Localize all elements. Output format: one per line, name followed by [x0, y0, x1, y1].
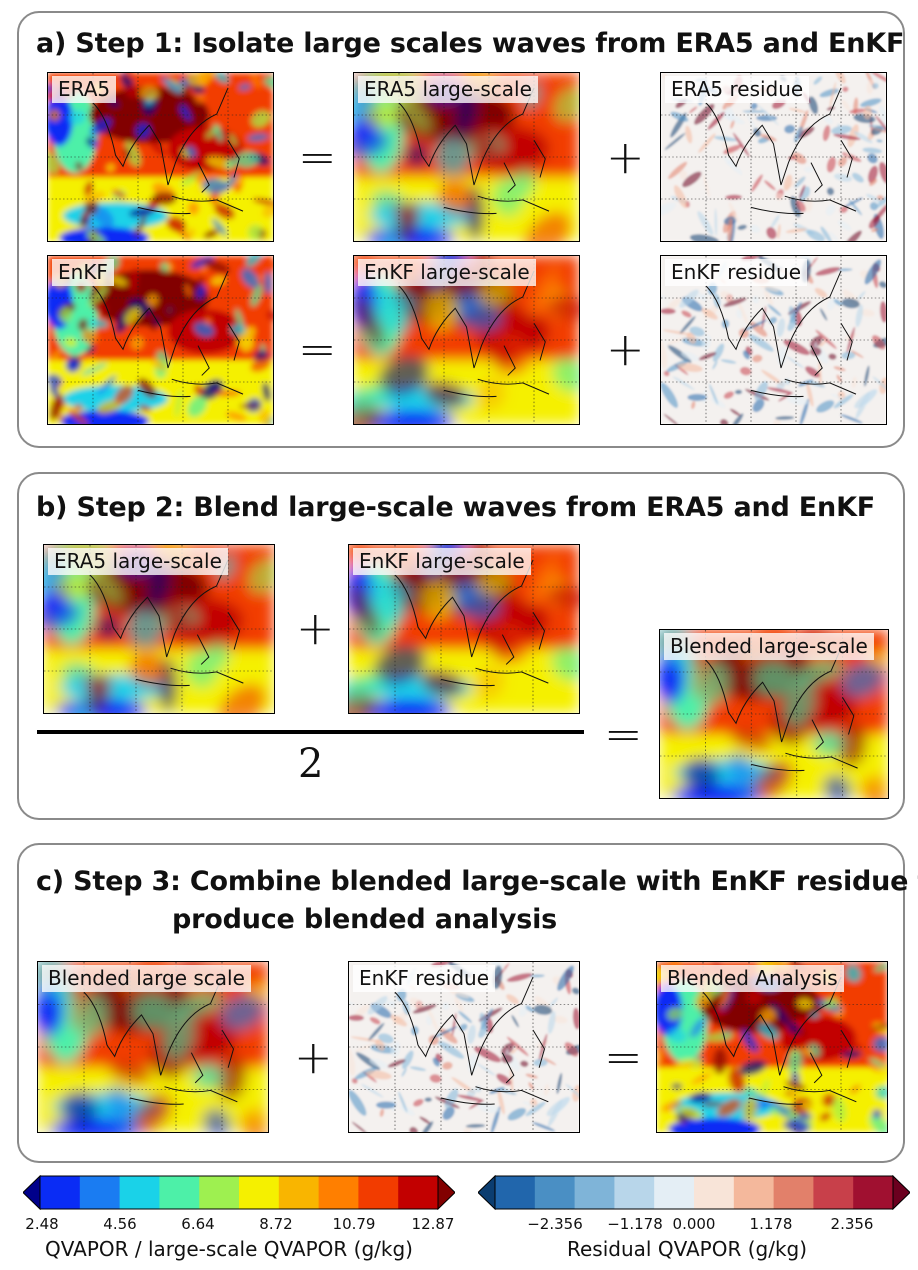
- map-label: EnKF large-scale: [358, 259, 536, 286]
- panel-step1-title: a) Step 1: Isolate large scales waves fr…: [36, 28, 905, 59]
- map-blended-large-scale-c: Blended large scale: [37, 961, 269, 1133]
- colorbar-residual-tick: 2.356: [830, 1215, 874, 1233]
- colorbar-residual-tick: −1.178: [607, 1215, 663, 1233]
- plus-sign: +: [296, 601, 335, 655]
- map-field: [48, 73, 273, 241]
- map-enkf-residue: EnKF residue: [660, 255, 887, 425]
- colorbar-qvapor: [22, 1174, 456, 1211]
- equals-sign: =: [298, 322, 337, 376]
- map-label: Blended large-scale: [664, 633, 874, 660]
- equals-sign: =: [604, 1030, 643, 1084]
- colorbar-qvapor-label: QVAPOR / large-scale QVAPOR (g/kg): [45, 1237, 413, 1261]
- map-era5-residue: ERA5 residue: [660, 72, 887, 242]
- map-blended-analysis: Blended Analysis: [656, 961, 888, 1133]
- map-era5-large-scale-b: ERA5 large-scale: [43, 544, 275, 714]
- map-label: EnKF residue: [665, 259, 808, 286]
- colorbar-residual: [477, 1174, 911, 1211]
- map-label: ERA5 residue: [665, 76, 810, 103]
- map-enkf-large-scale: EnKF large-scale: [353, 255, 580, 425]
- map-era5-large-scale: ERA5 large-scale: [353, 72, 580, 242]
- plus-sign: +: [606, 130, 645, 184]
- colorbar-residual-tick: 1.178: [749, 1215, 793, 1233]
- equals-sign: =: [298, 130, 337, 184]
- colorbar-body: [22, 1174, 456, 1211]
- panel-step3-title-line2: produce blended analysis: [172, 904, 558, 935]
- map-enkf-residue-c: EnKF residue: [348, 961, 580, 1133]
- colorbar-residual-tick: 0.000: [672, 1215, 716, 1233]
- map-label: ERA5 large-scale: [48, 548, 228, 575]
- plus-sign: +: [606, 322, 645, 376]
- colorbar-qvapor-tick: 12.87: [411, 1215, 455, 1233]
- denominator-two: 2: [298, 741, 324, 787]
- colorbar-qvapor-tick: 4.56: [103, 1215, 137, 1233]
- map-label: EnKF large-scale: [353, 548, 531, 575]
- map-label: Blended large scale: [42, 965, 251, 992]
- map-field: [44, 545, 274, 713]
- map-era5: ERA5: [47, 72, 274, 242]
- map-enkf-large-scale-b: EnKF large-scale: [348, 544, 580, 714]
- panel-step3-title-line1: c) Step 3: Combine blended large-scale w…: [36, 866, 918, 897]
- colorbar-residual-tick: −2.356: [527, 1215, 583, 1233]
- map-enkf: EnKF: [47, 255, 274, 425]
- colorbar-qvapor-tick: 6.64: [181, 1215, 215, 1233]
- map-label: ERA5 large-scale: [358, 76, 538, 103]
- map-label: Blended Analysis: [661, 965, 844, 992]
- fraction-bar: [37, 730, 584, 734]
- plus-sign: +: [294, 1030, 333, 1084]
- map-label: EnKF: [52, 259, 114, 286]
- colorbar-qvapor-tick: 10.79: [332, 1215, 376, 1233]
- colorbar-qvapor-tick: 2.48: [25, 1215, 59, 1233]
- colorbar-body: [477, 1174, 911, 1211]
- map-label: ERA5: [52, 76, 117, 103]
- colorbar-qvapor-tick: 8.72: [259, 1215, 293, 1233]
- map-blended-large-scale: Blended large-scale: [659, 629, 889, 799]
- panel-step2-title: b) Step 2: Blend large-scale waves from …: [36, 492, 876, 523]
- equals-sign: =: [604, 707, 643, 761]
- map-label: EnKF residue: [353, 965, 496, 992]
- colorbar-residual-label: Residual QVAPOR (g/kg): [567, 1237, 808, 1261]
